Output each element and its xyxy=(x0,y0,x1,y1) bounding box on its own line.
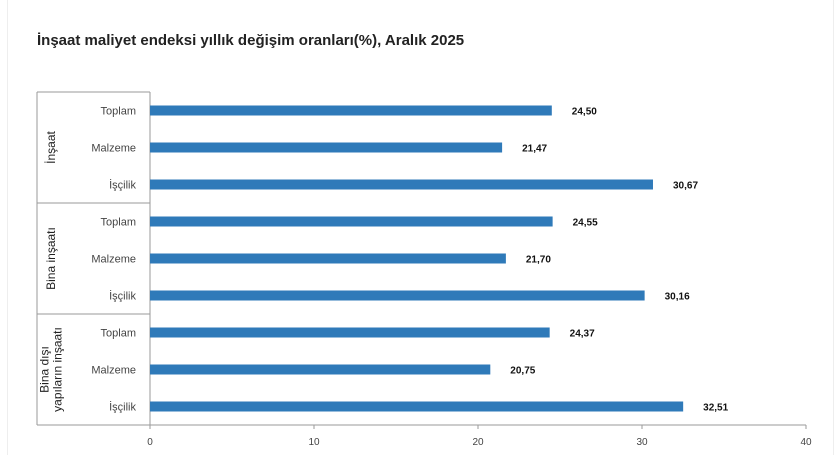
x-tick-label: 40 xyxy=(800,437,812,448)
value-label: 20,75 xyxy=(510,366,535,377)
value-label: 24,55 xyxy=(573,218,598,229)
category-label: Malzeme xyxy=(91,254,136,266)
value-label: 32,51 xyxy=(703,403,728,414)
bar xyxy=(150,401,684,412)
bar xyxy=(150,327,550,338)
category-label: İşçilik xyxy=(109,290,136,303)
category-label: Toplam xyxy=(101,106,136,118)
category-label: Malzeme xyxy=(91,365,136,377)
bar xyxy=(150,105,552,116)
bar xyxy=(150,179,653,190)
bar xyxy=(150,290,645,301)
bar xyxy=(150,216,553,227)
category-label: Toplam xyxy=(101,217,136,229)
group-label: Bina inşaatı xyxy=(44,227,58,290)
bar xyxy=(150,364,491,375)
bar xyxy=(150,142,503,153)
chart-card xyxy=(7,0,834,455)
chart-title: İnşaat maliyet endeksi yıllık değişim or… xyxy=(37,32,465,49)
x-tick-label: 30 xyxy=(636,437,648,448)
category-label: Toplam xyxy=(101,328,136,340)
value-label: 24,37 xyxy=(570,329,595,340)
x-tick-label: 0 xyxy=(147,437,153,448)
value-label: 30,67 xyxy=(673,181,698,192)
bar xyxy=(150,253,506,264)
category-label: İşçilik xyxy=(109,179,136,192)
group-label: İnşaat xyxy=(44,130,58,163)
value-label: 30,16 xyxy=(665,292,690,303)
value-label: 24,50 xyxy=(572,107,597,118)
value-label: 21,70 xyxy=(526,255,551,266)
category-label: İşçilik xyxy=(109,401,136,414)
x-tick-label: 10 xyxy=(308,437,320,448)
group-label: Bina dışıyapıların inşaatı xyxy=(38,327,65,412)
category-label: Malzeme xyxy=(91,143,136,155)
value-label: 21,47 xyxy=(522,144,547,155)
x-tick-label: 20 xyxy=(472,437,484,448)
